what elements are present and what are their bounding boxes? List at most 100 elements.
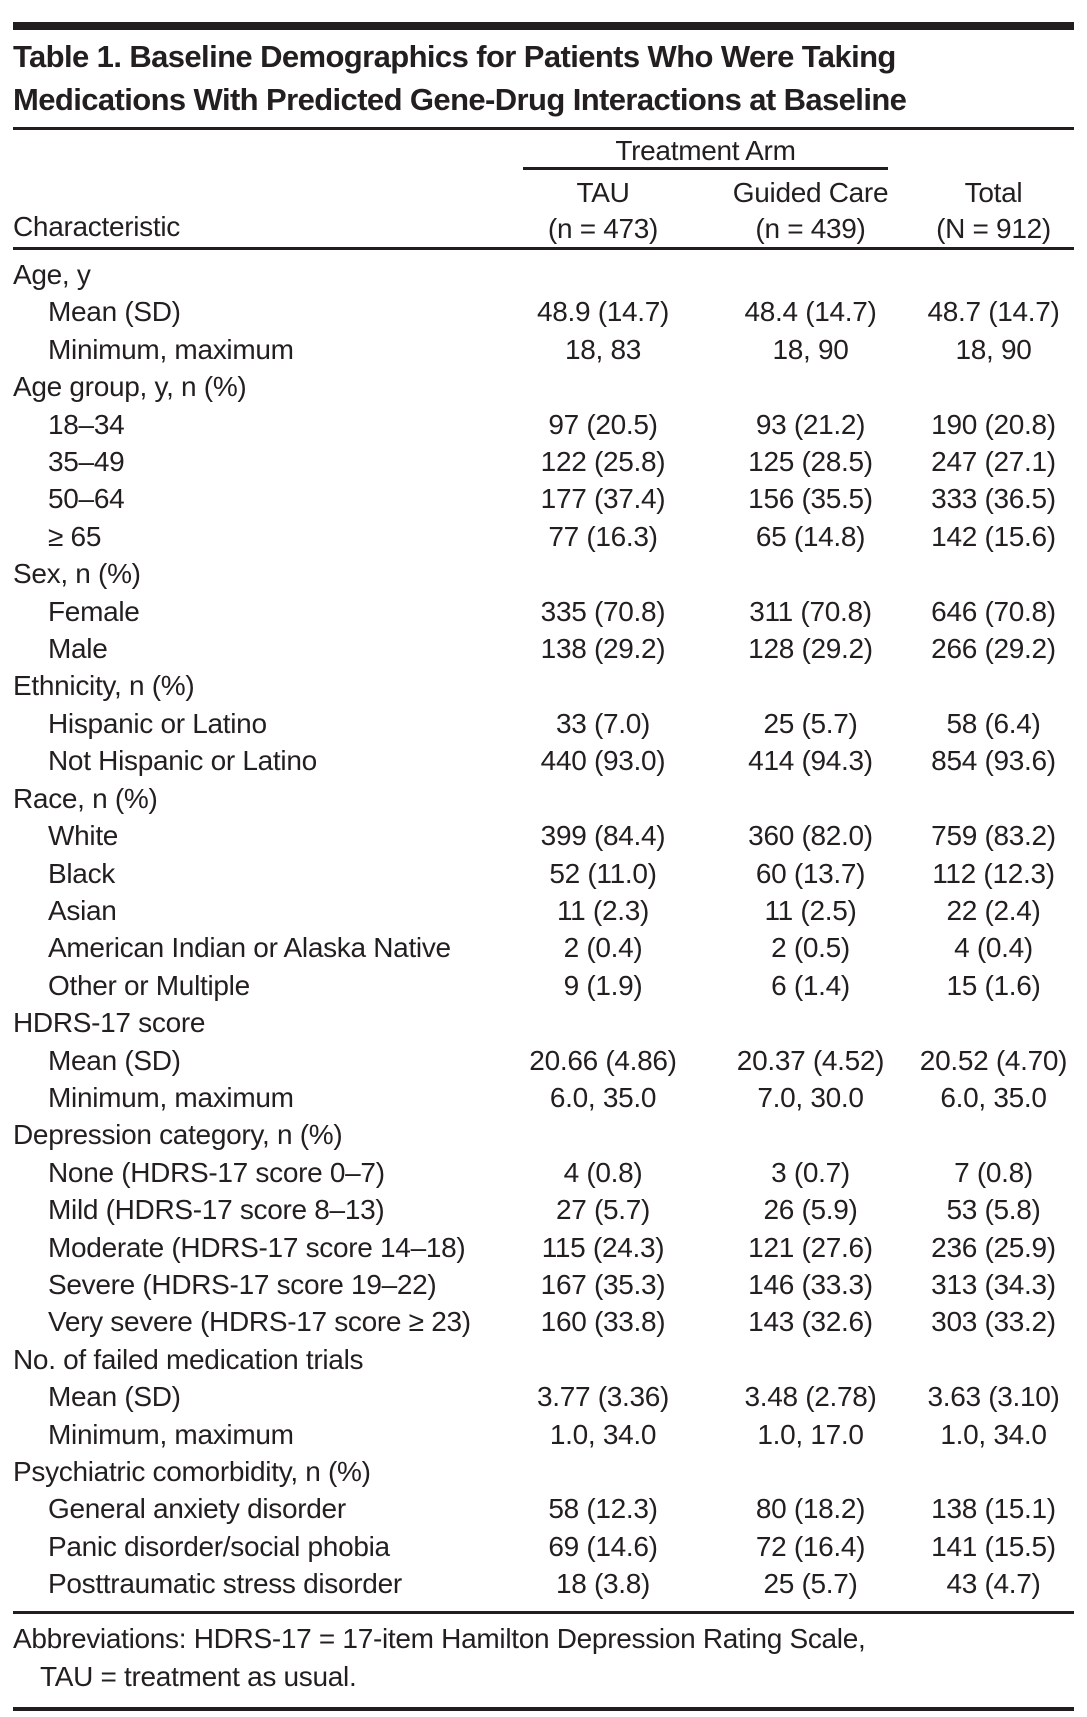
- cell-value: 4 (0.8): [563, 1156, 643, 1188]
- table-row: Other or Multiple 9 (1.9) 6 (1.4) 15 (1.…: [13, 967, 1074, 1004]
- column-subhead: (N = 912): [936, 213, 1051, 244]
- cell-value: 156 (35.5): [748, 483, 873, 515]
- cell-value: 18, 90: [772, 333, 849, 365]
- cell-value: 65 (14.8): [755, 520, 866, 552]
- table-row: Black 52 (11.0) 60 (13.7) 112 (12.3): [13, 855, 1074, 892]
- table-row: Mean (SD) 48.9 (14.7) 48.4 (14.7) 48.7 (…: [13, 293, 1074, 330]
- cell-value: 93 (21.2): [755, 408, 866, 440]
- cell-value: 97 (20.5): [548, 408, 658, 440]
- cell-value: 759 (83.2): [931, 820, 1056, 852]
- row-label: Minimum, maximum: [48, 1081, 294, 1113]
- cell-value: 3 (0.7): [771, 1156, 850, 1188]
- cell-value: 18, 83: [564, 333, 642, 365]
- cell-value: [913, 1116, 1074, 1153]
- table-row: No. of failed medication trials: [13, 1341, 1074, 1378]
- table-row: Mild (HDRS-17 score 8–13) 27 (5.7) 26 (5…: [13, 1191, 1074, 1228]
- cell-value: 313 (34.3): [931, 1268, 1056, 1300]
- row-label: Minimum, maximum: [48, 333, 294, 365]
- cell-value: [498, 555, 708, 592]
- cell-value: [913, 368, 1074, 405]
- cell-value: [708, 1453, 913, 1490]
- characteristic-header: Characteristic: [13, 211, 180, 242]
- cell-value: 7.0, 30.0: [757, 1081, 864, 1113]
- cell-value: 15 (1.6): [946, 969, 1041, 1001]
- cell-value: [498, 667, 708, 704]
- cell-value: 236 (25.9): [931, 1231, 1056, 1263]
- cell-value: [913, 256, 1074, 293]
- table-row: Asian 11 (2.3) 11 (2.5) 22 (2.4): [13, 892, 1074, 929]
- table-row: HDRS-17 score: [13, 1004, 1074, 1041]
- table-row: 50–64 177 (37.4) 156 (35.5) 333 (36.5): [13, 480, 1074, 517]
- row-label: Not Hispanic or Latino: [48, 745, 317, 777]
- column-header-tau: TAU (n = 473): [498, 170, 708, 247]
- footnote-line1: Abbreviations: HDRS-17 = 17-item Hamilto…: [13, 1622, 866, 1654]
- row-label: American Indian or Alaska Native: [48, 932, 451, 964]
- row-label: No. of failed medication trials: [13, 1343, 364, 1375]
- cell-value: [708, 1004, 913, 1041]
- row-label: Other or Multiple: [48, 969, 250, 1001]
- cell-value: 52 (11.0): [549, 857, 657, 889]
- cell-value: 6.0, 35.0: [549, 1081, 657, 1113]
- cell-value: [913, 1004, 1074, 1041]
- cell-value: [708, 1116, 913, 1153]
- cell-value: 414 (94.3): [748, 745, 873, 777]
- table-row: Moderate (HDRS-17 score 14–18) 115 (24.3…: [13, 1229, 1074, 1266]
- table-row: Minimum, maximum 18, 83 18, 90 18, 90: [13, 331, 1074, 368]
- cell-value: 25 (5.7): [763, 1568, 858, 1600]
- cell-value: 11 (2.5): [764, 894, 857, 926]
- cell-value: 125 (28.5): [748, 446, 873, 478]
- table-body: Age, y Mean (SD) 48.9 (14.7) 48.4 (14.7)…: [13, 250, 1074, 1603]
- cell-value: 20.52 (4.70): [919, 1044, 1068, 1076]
- cell-value: [498, 1004, 708, 1041]
- cell-value: 160 (33.8): [540, 1306, 666, 1338]
- cell-value: 53 (5.8): [946, 1194, 1041, 1226]
- cell-value: 1.0, 17.0: [757, 1418, 864, 1450]
- cell-value: 3.63 (3.10): [927, 1381, 1060, 1413]
- cell-value: 646 (70.8): [931, 595, 1056, 627]
- cell-value: 121 (27.6): [748, 1231, 873, 1263]
- cell-value: 11 (2.3): [556, 894, 650, 926]
- footnote: Abbreviations: HDRS-17 = 17-item Hamilto…: [13, 1614, 1074, 1696]
- cell-value: 48.9 (14.7): [536, 296, 670, 328]
- column-name: Guided Care: [732, 177, 889, 208]
- cell-value: [498, 368, 708, 405]
- row-label: Psychiatric comorbidity, n (%): [13, 1456, 371, 1487]
- treatment-arm-spanner: Treatment Arm: [523, 130, 888, 170]
- cell-value: 80 (18.2): [755, 1493, 866, 1525]
- cell-value: 26 (5.9): [763, 1194, 858, 1226]
- table-row: 18–34 97 (20.5) 93 (21.2) 190 (20.8): [13, 406, 1074, 443]
- cell-value: 18, 90: [955, 333, 1032, 365]
- row-label: Very severe (HDRS-17 score ≥ 23): [48, 1306, 471, 1338]
- cell-value: 247 (27.1): [931, 446, 1056, 478]
- row-label: General anxiety disorder: [48, 1493, 346, 1525]
- cell-value: 1.0, 34.0: [940, 1418, 1047, 1450]
- cell-value: 22 (2.4): [946, 894, 1041, 926]
- cell-value: 58 (6.4): [946, 707, 1041, 739]
- cell-value: [708, 368, 913, 405]
- cell-value: 60 (13.7): [755, 857, 866, 889]
- table-row: 35–49 122 (25.8) 125 (28.5) 247 (27.1): [13, 443, 1074, 480]
- table-row: White 399 (84.4) 360 (82.0) 759 (83.2): [13, 817, 1074, 854]
- row-label: Depression category, n (%): [13, 1119, 343, 1151]
- cell-value: 48.7 (14.7): [927, 296, 1060, 328]
- table-row: Race, n (%): [13, 780, 1074, 817]
- cell-value: 146 (33.3): [748, 1268, 873, 1300]
- cell-value: 3.77 (3.36): [536, 1381, 670, 1413]
- table-title: Table 1. Baseline Demographics for Patie…: [13, 35, 1074, 121]
- table-row: Mean (SD) 3.77 (3.36) 3.48 (2.78) 3.63 (…: [13, 1378, 1074, 1415]
- cell-value: 190 (20.8): [931, 408, 1056, 440]
- cell-value: [498, 1116, 708, 1153]
- cell-value: 6 (1.4): [771, 969, 850, 1001]
- table-row: Mean (SD) 20.66 (4.86) 20.37 (4.52) 20.5…: [13, 1042, 1074, 1079]
- column-name: TAU: [576, 177, 630, 208]
- row-label: Moderate (HDRS-17 score 14–18): [48, 1231, 466, 1263]
- table-title-line2: Medications With Predicted Gene-Drug Int…: [13, 82, 907, 117]
- row-label: White: [48, 820, 119, 852]
- column-header-guided-care: Guided Care (n = 439): [708, 170, 913, 247]
- row-label: HDRS-17 score: [13, 1007, 206, 1039]
- cell-value: 333 (36.5): [931, 483, 1056, 515]
- table-row: None (HDRS-17 score 0–7) 4 (0.8) 3 (0.7)…: [13, 1154, 1074, 1191]
- column-subhead: (n = 473): [547, 213, 659, 244]
- footnote-line2: TAU = treatment as usual.: [40, 1660, 357, 1692]
